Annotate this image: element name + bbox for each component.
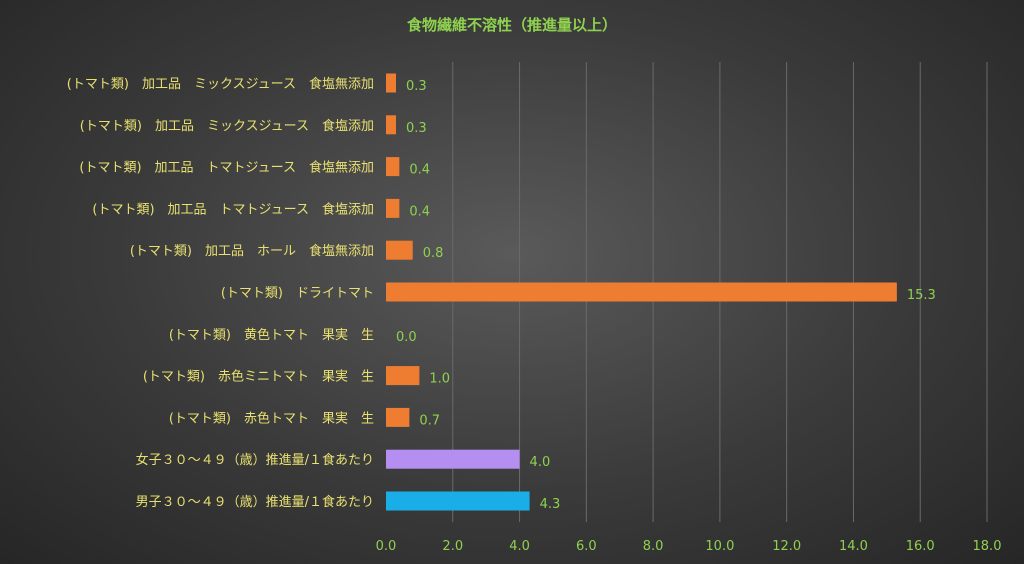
bar — [386, 491, 530, 511]
chart-title: 食物繊維不溶性（推進量以上） — [407, 16, 617, 34]
data-label: 4.0 — [530, 455, 551, 470]
x-axis-ticks: 0.0 2.0 4.0 6.0 8.0 10.0 12.0 14.0 16.0 18.0 — [376, 539, 1002, 554]
x-tick-label: 0.0 — [376, 539, 397, 554]
data-label: 0.3 — [406, 79, 427, 94]
category-label: (トマト類) 黄色トマト 果実 生 — [169, 327, 374, 343]
bar — [386, 407, 410, 427]
data-label: 0.4 — [409, 163, 430, 178]
x-tick-label: 10.0 — [705, 539, 734, 554]
category-label: (トマト類) 赤色トマト 果実 生 — [169, 410, 374, 426]
x-tick-label: 4.0 — [509, 539, 530, 554]
category-label: 男子３０～４９（歳）推進量/１食あたり — [136, 494, 374, 510]
data-label: 0.3 — [406, 121, 427, 136]
category-label: (トマト類) 加工品 ホール 食塩無添加 — [130, 243, 374, 259]
bar — [386, 73, 397, 93]
x-tick-label: 8.0 — [643, 539, 664, 554]
bar — [386, 366, 420, 386]
data-label: 0.0 — [396, 330, 417, 345]
category-label: (トマト類) ドライトマト — [221, 286, 374, 301]
bar — [386, 449, 520, 469]
bar — [386, 157, 400, 177]
bar — [386, 240, 413, 260]
category-label: (トマト類) 加工品 ミックスジュース 食塩無添加 — [67, 76, 374, 92]
data-label: 15.3 — [907, 288, 936, 303]
x-tick-label: 2.0 — [442, 539, 463, 554]
x-tick-label: 12.0 — [772, 539, 801, 554]
data-label: 0.7 — [419, 413, 440, 428]
x-tick-label: 16.0 — [906, 539, 935, 554]
data-label: 0.8 — [423, 246, 444, 261]
x-tick-label: 18.0 — [973, 539, 1002, 554]
bar — [386, 282, 897, 302]
bar — [386, 115, 397, 135]
category-label: (トマト類) 加工品 ミックスジュース 食塩添加 — [80, 118, 374, 134]
category-labels: (トマト類) 加工品 ミックスジュース 食塩無添加 (トマト類) 加工品 ミックス… — [67, 76, 374, 510]
data-label: 4.3 — [540, 497, 561, 512]
data-labels: 0.3 0.3 0.4 0.4 0.8 15.3 0.0 1.0 0.7 4.0 4.3 — [396, 79, 936, 512]
data-label: 1.0 — [429, 372, 450, 387]
x-tick-label: 6.0 — [576, 539, 597, 554]
x-tick-label: 14.0 — [839, 539, 868, 554]
category-label: (トマト類) 加工品 トマトジュース 食塩無添加 — [79, 160, 374, 176]
category-label: 女子３０～４９（歳）推進量/１食あたり — [136, 452, 374, 468]
category-label: (トマト類) 加工品 トマトジュース 食塩添加 — [92, 201, 374, 217]
bars — [386, 73, 897, 511]
category-label: (トマト類) 赤色ミニトマト 果実 生 — [143, 369, 374, 385]
bar — [386, 198, 400, 218]
data-label: 0.4 — [409, 204, 430, 219]
